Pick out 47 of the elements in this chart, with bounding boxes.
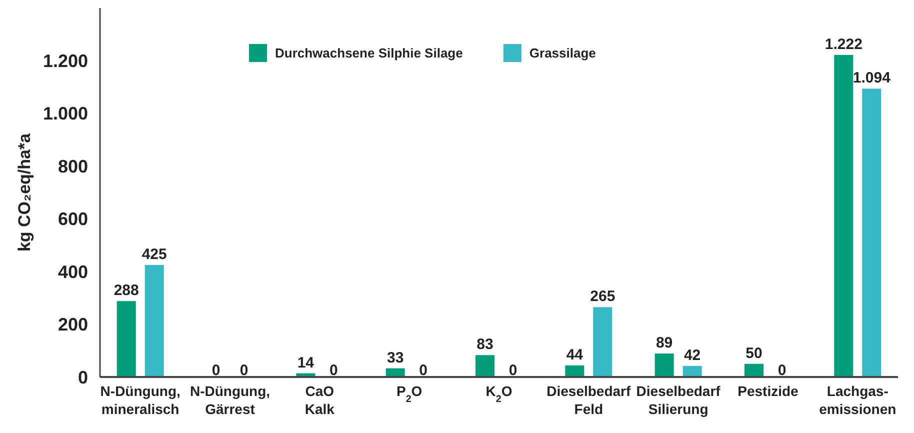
legend-label: Grassilage — [529, 46, 596, 61]
x-tick-label: Lachgas- emissionen — [819, 383, 896, 417]
data-label: 42 — [684, 346, 701, 364]
data-label: 83 — [476, 336, 494, 354]
bar — [476, 355, 494, 377]
bar — [593, 307, 612, 377]
bar — [682, 366, 702, 377]
x-tick-label: Pestizide — [738, 383, 799, 399]
data-label: 1.094 — [852, 70, 892, 87]
data-label: 0 — [212, 362, 220, 379]
y-tick-label: 600 — [58, 209, 88, 230]
bar — [654, 354, 674, 377]
data-label: 33 — [386, 349, 404, 366]
data-label: 14 — [297, 354, 315, 372]
data-label: 89 — [656, 334, 673, 352]
data-label: 1.222 — [824, 36, 862, 53]
x-tick-label: CaO Kalk — [304, 383, 335, 417]
x-tick-label: Dieselbedarf Feld — [546, 383, 632, 417]
legend-label: Durchwachsene Silphie Silage — [275, 46, 463, 61]
y-tick-label: 0 — [78, 367, 88, 388]
bar — [834, 54, 854, 377]
data-label: 44 — [566, 346, 584, 364]
data-label: 0 — [240, 362, 248, 379]
x-tick-label: Dieselbedarf Silierung — [636, 383, 721, 417]
data-label: 0 — [778, 362, 786, 379]
data-label: 288 — [114, 282, 139, 300]
x-tick-label: N-Düngung, mineralisch — [100, 383, 180, 417]
y-tick-label: 200 — [58, 314, 88, 335]
data-label: 0 — [419, 362, 428, 379]
data-label: 0 — [330, 362, 338, 379]
y-axis-title: kg CO₂eq/ha*a — [15, 132, 34, 252]
x-tick-label: K$_{2}$O — [486, 383, 512, 404]
y-tick-label: 400 — [58, 262, 88, 282]
bar — [744, 364, 764, 377]
bar — [116, 301, 136, 377]
bar — [144, 264, 164, 377]
data-label: 0 — [508, 362, 518, 379]
x-tick-label: P$_{2}$O — [396, 383, 422, 404]
x-tick-label: N-Düngung, Gärrest — [190, 383, 270, 417]
y-tick-label: 800 — [58, 156, 88, 176]
bar — [565, 365, 584, 377]
data-label: 265 — [590, 288, 616, 306]
y-tick-label: 1.200 — [42, 51, 88, 72]
data-label: 50 — [746, 344, 762, 362]
bar — [862, 88, 882, 377]
y-tick-label: 1.000 — [42, 104, 88, 124]
data-label: 425 — [142, 246, 167, 263]
